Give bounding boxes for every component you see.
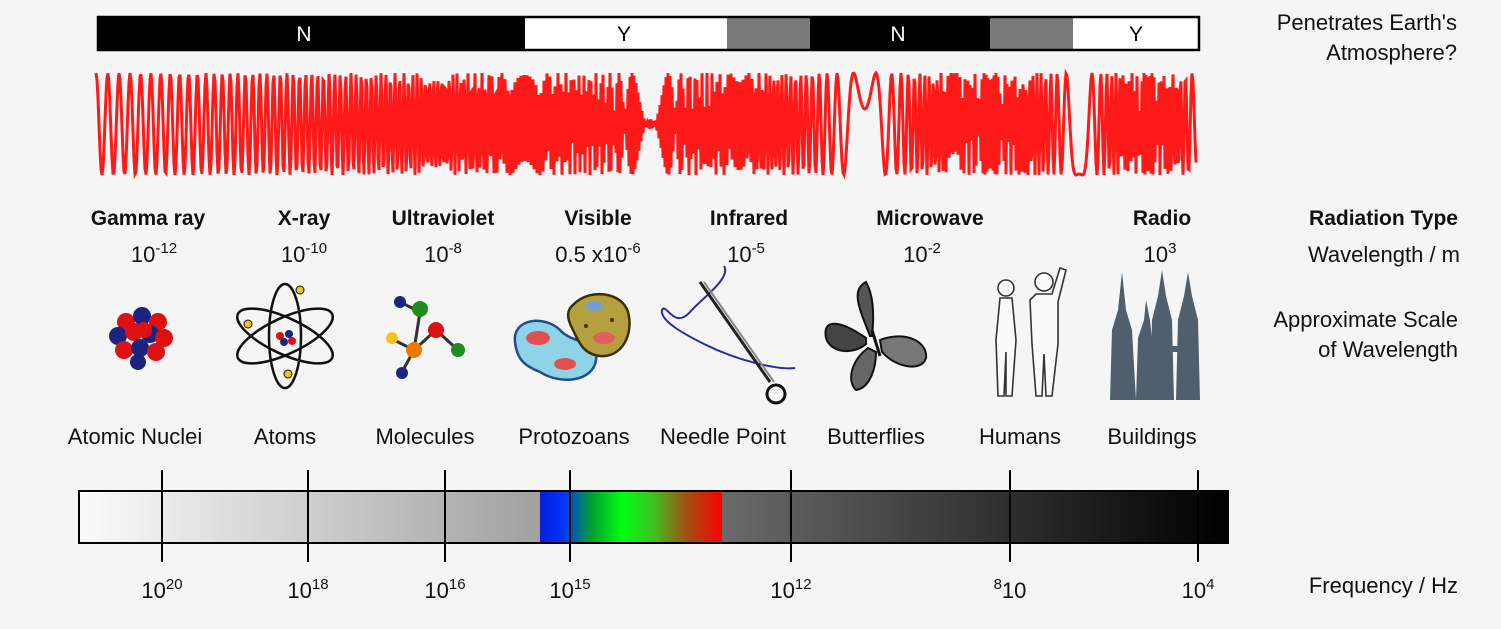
scale-object-label: Buildings: [1107, 424, 1196, 449]
scale-object-label: Molecules: [375, 424, 474, 449]
frequency-tick-label: 1012: [770, 576, 811, 603]
scale-object-label: Atomic Nuclei: [68, 424, 202, 449]
atmosphere-bar: N Y N Y: [96, 15, 1201, 52]
frequency-bar-high-region: [79, 491, 541, 543]
atmosphere-segment-label: N: [296, 23, 311, 46]
frequency-tick-label: 1015: [549, 576, 590, 603]
wavelength-value: 0.5 x10-6: [555, 240, 641, 267]
wavelength-wave: [94, 68, 1198, 180]
wavelength-row-label: Wavelength / m: [1308, 242, 1460, 267]
frequency-tick-label: 1016: [424, 576, 465, 603]
scale-row-label: Approximate Scale: [1273, 307, 1458, 332]
radiation-type-name: Radio: [1133, 207, 1191, 230]
buildings-icon: [1110, 270, 1200, 400]
frequency-row-label: Frequency / Hz: [1309, 573, 1458, 598]
scale-label-row: Atomic Nuclei Atoms Molecules Protozoans…: [68, 424, 1197, 449]
atom-icon: [236, 282, 334, 390]
scale-object-label: Needle Point: [660, 424, 786, 449]
radiation-type-name: Visible: [564, 207, 631, 230]
atmosphere-segment: [1073, 17, 1199, 50]
atomic-nucleus-icon: [109, 307, 173, 370]
atmosphere-segment: [810, 17, 990, 50]
frequency-tick-label: 104: [1182, 576, 1215, 603]
scale-object-label: Humans: [979, 424, 1061, 449]
protozoan-icon: [513, 292, 631, 381]
radiation-type-row: Gamma ray X-ray Ultraviolet Visible Infr…: [91, 207, 1191, 230]
scale-row-label: of Wavelength: [1318, 337, 1458, 362]
frequency-label-row: 1020 1018 1016 1015 1012 810 104: [141, 576, 1214, 603]
atmosphere-segment: [990, 17, 1073, 50]
wavelength-value: 10-2: [903, 240, 941, 267]
atmosphere-label: Atmosphere?: [1326, 40, 1457, 65]
butterfly-icon: [824, 280, 928, 392]
radiation-type-name: Infrared: [710, 207, 788, 230]
wavelength-value: 10-8: [424, 240, 462, 267]
radiation-type-name: Ultraviolet: [392, 207, 495, 230]
frequency-bar-low-region: [722, 491, 1228, 543]
atmosphere-segment: [525, 17, 727, 50]
molecule-icon: [386, 296, 465, 379]
radiation-type-name: Gamma ray: [91, 207, 206, 230]
atmosphere-bar-border: [96, 15, 1201, 52]
atmosphere-segment: [727, 17, 810, 50]
humans-icon: [995, 266, 1067, 397]
scale-object-label: Protozoans: [518, 424, 629, 449]
wavelength-value: 10-5: [727, 240, 765, 267]
wavelength-value: 10-10: [281, 240, 327, 267]
radiation-type-row-label: Radiation Type: [1309, 207, 1458, 230]
frequency-tick-label: 810: [994, 576, 1027, 603]
wavelength-row: 10-12 10-10 10-8 0.5 x10-6 10-5 10-2 103: [131, 240, 1177, 267]
atmosphere-segment: [98, 17, 525, 50]
atmosphere-segment-label: Y: [1129, 23, 1143, 46]
wavelength-value: 103: [1144, 240, 1177, 267]
needle-icon: [660, 265, 796, 405]
frequency-bar-border: [78, 490, 1229, 544]
atmosphere-segment-label: Y: [617, 23, 631, 46]
frequency-tick-label: 1020: [141, 576, 182, 603]
frequency-bar-visible-region: [540, 491, 723, 543]
atmosphere-label: Penetrates Earth's: [1277, 10, 1457, 35]
radiation-type-name: Microwave: [876, 207, 983, 230]
frequency-bar: [78, 470, 1229, 562]
wavelength-value: 10-12: [131, 240, 177, 267]
frequency-tick-label: 1018: [287, 576, 328, 603]
scale-object-label: Atoms: [254, 424, 316, 449]
scale-object-label: Butterflies: [827, 424, 925, 449]
atmosphere-segment-label: N: [890, 23, 905, 46]
radiation-type-name: X-ray: [278, 207, 331, 230]
